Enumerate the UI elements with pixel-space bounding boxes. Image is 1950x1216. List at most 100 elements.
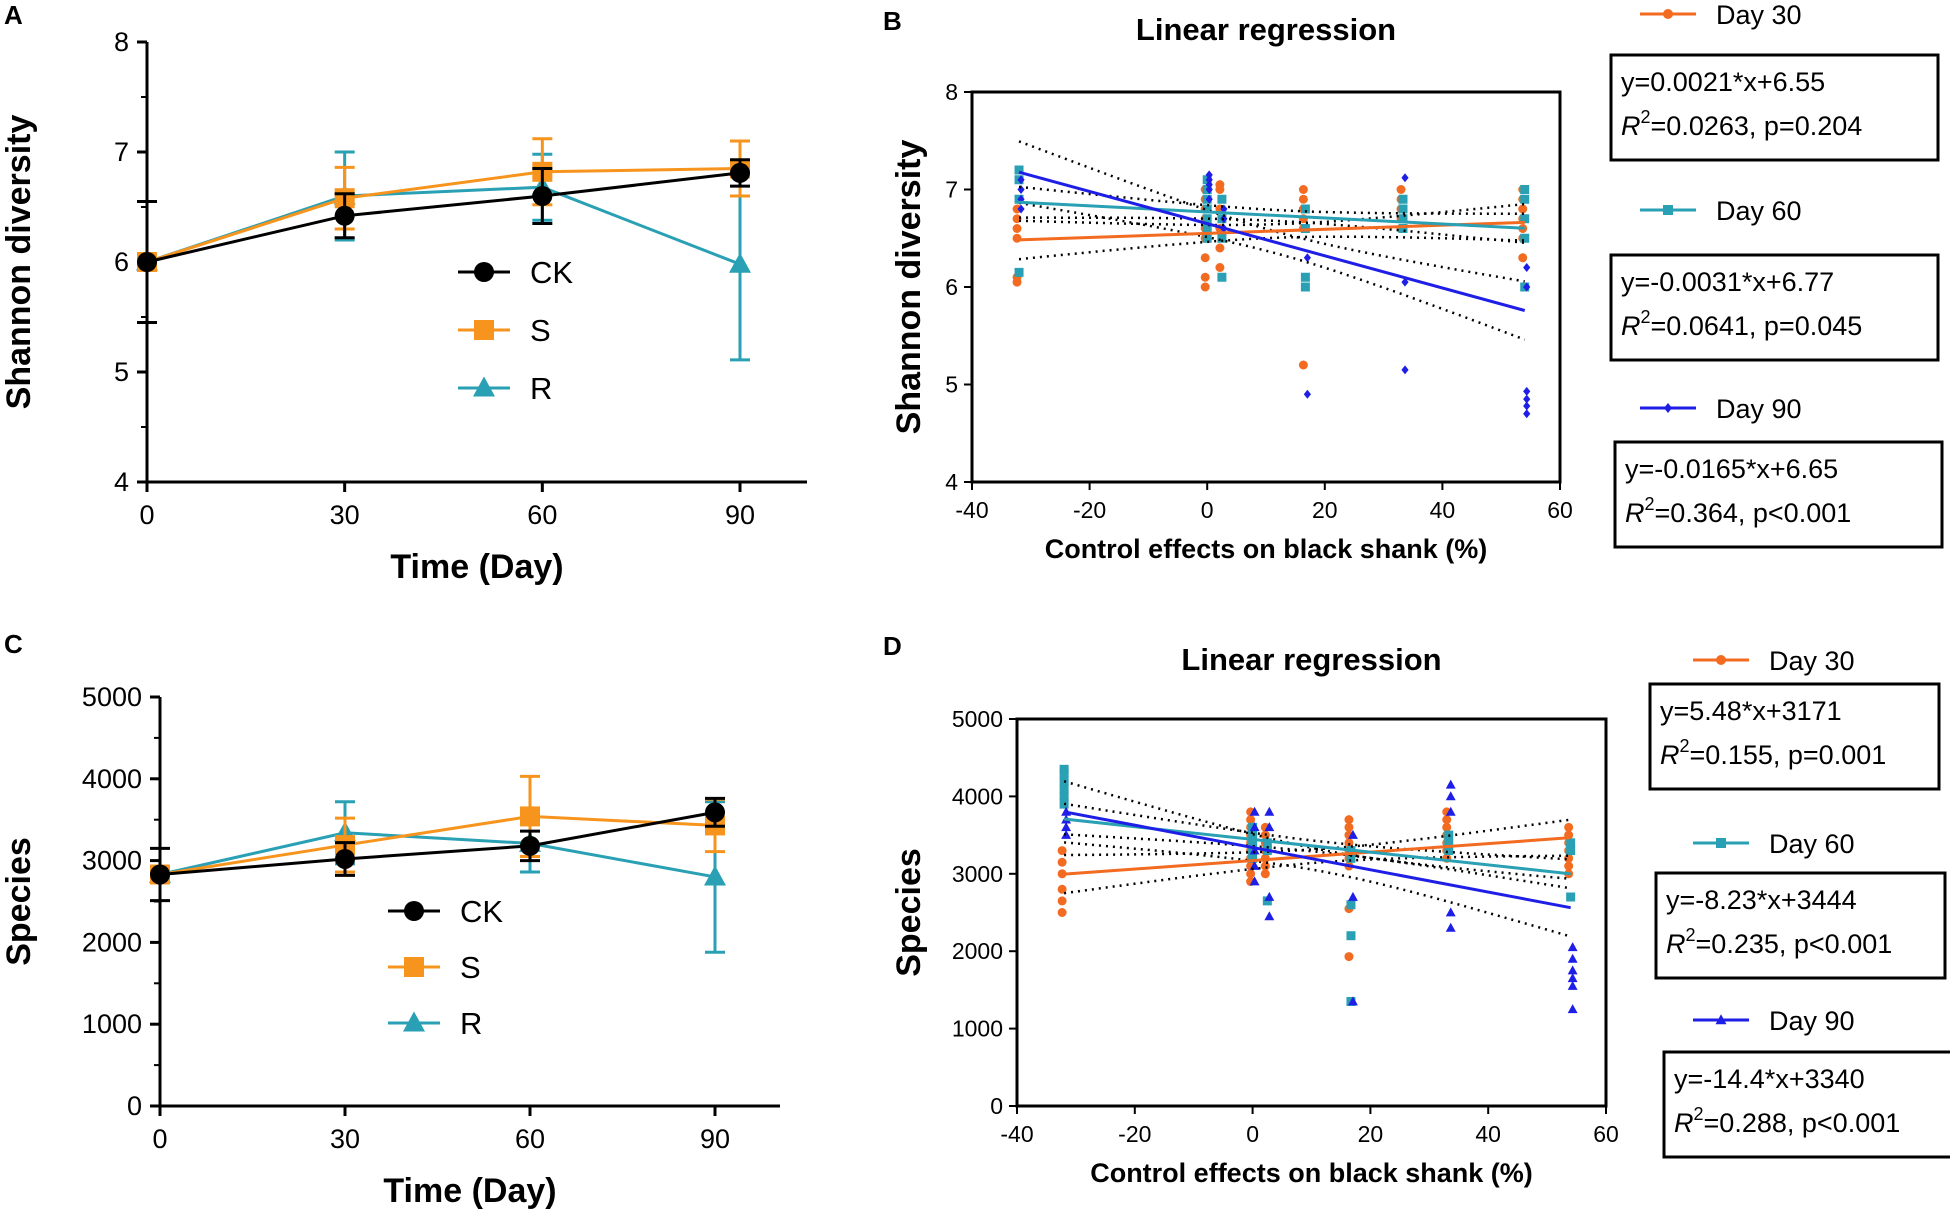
panel-c-letter: C [4,629,23,659]
scatter-point [1303,389,1311,399]
x-tick-label: 20 [1312,497,1338,523]
plot-frame [970,90,1562,484]
equation-box: y=-8.23*x+3444 R2=0.235, p<0.001 [1654,871,1947,980]
scatter-point [1249,822,1260,832]
scatter-point [1567,953,1578,963]
separator: , [1779,929,1794,959]
scatter-point [1348,996,1358,1006]
x-tick-label: 60 [1547,497,1573,523]
points-day-90 [1061,779,1578,1014]
scatter-point [1303,253,1311,263]
scatter-point [1202,224,1212,233]
scatter-point [1346,853,1356,863]
y-tick-label: 2000 [952,938,1003,964]
r2-value: 0.364 [1670,498,1738,528]
scatter-point [1202,233,1212,243]
scatter-point [1215,180,1225,190]
equation-frame [1648,682,1941,791]
scatter-point [1057,846,1067,856]
scatter-point [1017,175,1025,185]
scatter-point [1398,194,1408,204]
legend-marker [404,901,424,921]
scatter-point [1057,857,1067,867]
legend-item-day-90: Day 90 [1640,394,1802,424]
scatter-point [1523,401,1531,411]
scatter-point [1444,846,1454,856]
scatter-point [1520,194,1530,204]
scatter-point [1249,860,1260,870]
scatter-point [1017,204,1025,214]
data-point [335,848,355,869]
panel-d-letter: D [883,631,902,661]
scatter-point [1298,185,1308,194]
panel-d: Linear regression 0 1000 2000 3000 4000 5000 -4… [890,642,1950,1188]
scatter-point [1264,911,1275,921]
x-tick-label: -40 [1000,1121,1033,1147]
scatter-point [1300,282,1310,292]
scatter-point [1059,791,1069,801]
legend-label: Day 90 [1769,1006,1855,1036]
scatter-point [1217,194,1227,204]
legend-item-ck: CK [458,255,573,290]
equation-text: y=0.0021*x+6.55 [1621,67,1825,97]
p-value: p<0.001 [1753,498,1851,528]
scatter-point [1205,170,1213,180]
scatter-point [1260,861,1270,871]
scatter-point [1262,838,1272,848]
equation-box: y=5.48*x+3171 R2=0.155, p=0.001 [1648,682,1941,791]
legend-item-r: R [388,1006,482,1041]
equation-frame [1662,1050,1950,1159]
scatter-point [1215,263,1225,272]
r2-superscript: 2 [1680,736,1690,756]
scatter-point [1215,243,1225,253]
scatter-point [1566,846,1576,856]
equation-text: y=-0.0165*x+6.65 [1625,454,1838,484]
scatter-point [1264,822,1275,832]
r2-equals: = [1651,111,1667,141]
scatter-point [1396,185,1406,194]
legend-item-r: R [458,371,552,406]
scatter-point [1344,822,1354,832]
scatter-point [1057,869,1067,879]
y-tick-label: 0 [127,1091,142,1121]
y-axis-title: Shannon diversity [890,140,928,435]
confidence-band-upper [1018,185,1525,215]
y-tick-label: 1000 [82,1009,142,1039]
scatter-point [1205,175,1213,185]
r2-equals: = [1704,1108,1720,1138]
confidence-band-lower [1018,201,1526,341]
series-r [149,800,726,954]
y-tick-label: 7 [114,137,129,167]
scatter-point [1205,194,1213,204]
data-point [137,252,157,272]
r2-superscript: 2 [1645,494,1655,514]
scatter-point [1401,173,1409,183]
equation-text: y=-0.0031*x+6.77 [1621,267,1834,297]
panel-c: 0 1000 2000 3000 4000 5000 0 30 60 90 Time (Day) Sp… [0,682,780,1210]
legend-marker [474,262,494,282]
regression-line [1018,200,1525,230]
x-tick-label: 40 [1475,1121,1501,1147]
legend-item-day-30: Day 30 [1693,646,1855,676]
r2-value: 0.155 [1705,740,1773,770]
scatter-point [1012,224,1022,233]
legend-label: Day 30 [1769,646,1855,676]
r2-superscript: 2 [1641,307,1651,327]
scatter-point [1564,861,1574,871]
equation-box: y=-0.0031*x+6.77 R2=0.0641, p=0.045 [1609,253,1940,362]
scatter-point [1567,973,1578,983]
y-tick-label: 4000 [82,764,142,794]
y-tick-label: 5000 [952,706,1003,732]
scatter-point [1200,282,1210,292]
y-tick-label: 6 [945,274,958,300]
data-point [532,186,553,206]
equation-frame [1609,253,1940,362]
series-line [146,171,741,264]
x-tick-label: 20 [1358,1121,1384,1147]
r2-symbol: R [1621,311,1641,341]
regression-line [1018,170,1526,312]
x-axis-title: Time (Day) [390,548,563,586]
equation-box: y=-14.4*x+3340 R2=0.288, p<0.001 [1662,1050,1950,1159]
scatter-point [1059,764,1069,774]
